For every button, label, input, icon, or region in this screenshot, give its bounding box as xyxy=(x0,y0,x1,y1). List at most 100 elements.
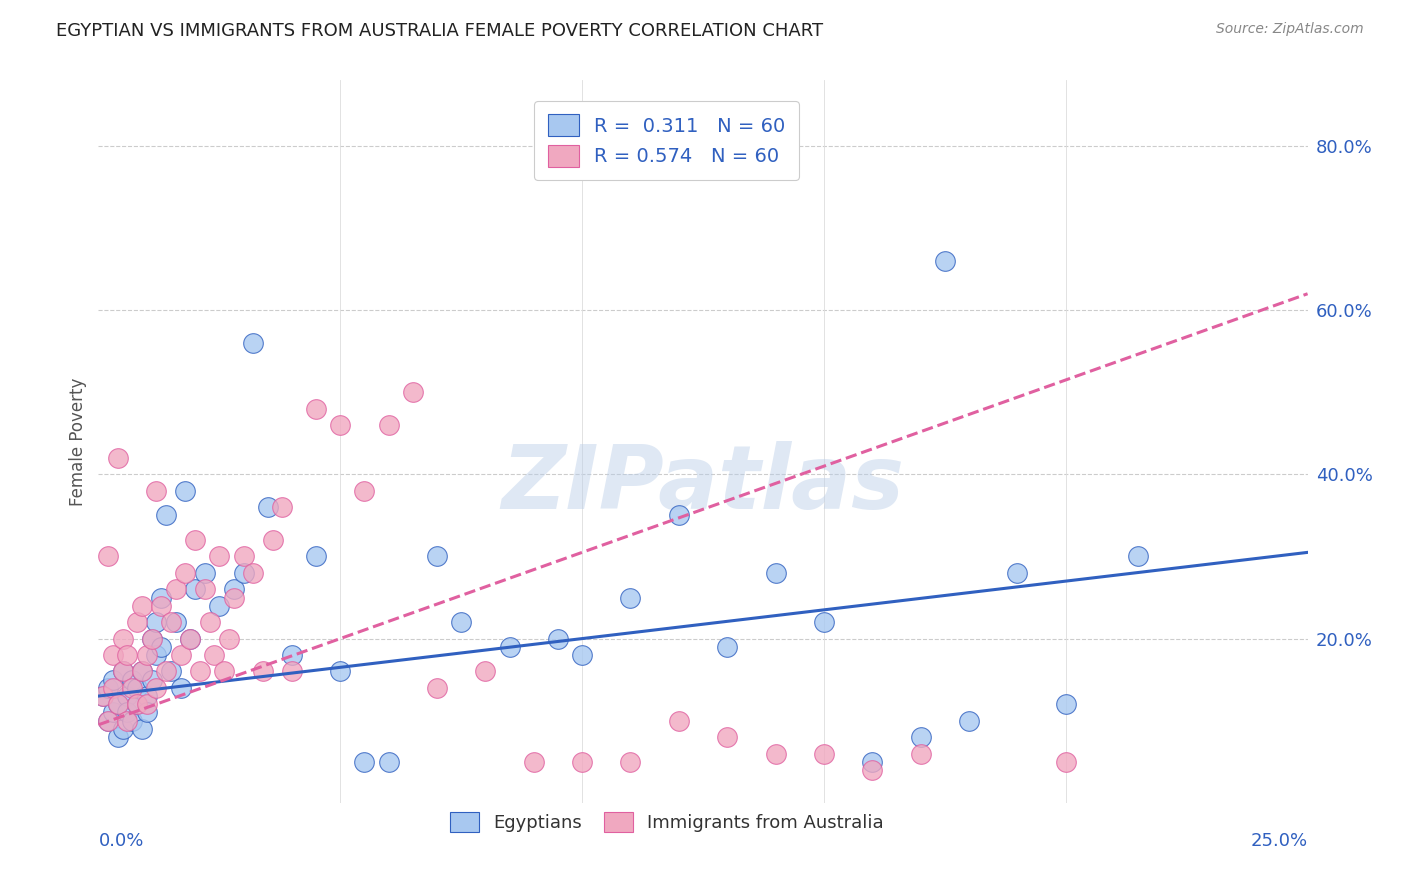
Point xyxy=(1007,566,1029,580)
Point xyxy=(377,755,399,769)
Point xyxy=(716,640,738,654)
Point xyxy=(127,615,149,630)
Point xyxy=(1054,755,1077,769)
Point xyxy=(765,747,787,761)
Point xyxy=(860,755,883,769)
Point xyxy=(329,418,352,433)
Point xyxy=(377,418,399,433)
Point xyxy=(547,632,569,646)
Point xyxy=(145,681,167,695)
Point xyxy=(1128,549,1150,564)
Point xyxy=(107,730,129,744)
Text: 0.0%: 0.0% xyxy=(98,831,143,850)
Point xyxy=(135,689,157,703)
Point xyxy=(174,483,197,498)
Point xyxy=(498,640,520,654)
Point xyxy=(813,615,835,630)
Point xyxy=(107,450,129,465)
Point xyxy=(145,615,167,630)
Point xyxy=(127,698,149,712)
Point xyxy=(107,698,129,712)
Point xyxy=(121,681,143,695)
Point xyxy=(141,673,163,687)
Point xyxy=(934,253,956,268)
Point xyxy=(111,632,134,646)
Point xyxy=(402,385,425,400)
Point xyxy=(184,533,207,547)
Point xyxy=(860,763,883,777)
Point xyxy=(716,730,738,744)
Point xyxy=(222,582,245,597)
Point xyxy=(426,681,449,695)
Point xyxy=(232,566,254,580)
Point xyxy=(232,549,254,564)
Point xyxy=(208,599,231,613)
Point xyxy=(141,632,163,646)
Point xyxy=(242,336,264,351)
Point xyxy=(813,747,835,761)
Point xyxy=(127,698,149,712)
Point xyxy=(1054,698,1077,712)
Point xyxy=(184,582,207,597)
Text: ZIPatlas: ZIPatlas xyxy=(502,442,904,528)
Point xyxy=(208,549,231,564)
Text: 25.0%: 25.0% xyxy=(1250,831,1308,850)
Point xyxy=(957,714,980,728)
Point xyxy=(97,714,120,728)
Point xyxy=(169,648,191,662)
Point xyxy=(353,755,375,769)
Point xyxy=(305,401,328,416)
Point xyxy=(765,566,787,580)
Y-axis label: Female Poverty: Female Poverty xyxy=(69,377,87,506)
Point xyxy=(188,665,211,679)
Point xyxy=(91,689,114,703)
Point xyxy=(165,582,187,597)
Point xyxy=(198,615,221,630)
Point xyxy=(107,698,129,712)
Point xyxy=(174,566,197,580)
Point xyxy=(131,665,153,679)
Point xyxy=(117,714,139,728)
Point xyxy=(111,665,134,679)
Point xyxy=(256,500,278,515)
Point xyxy=(145,483,167,498)
Point xyxy=(329,665,352,679)
Point xyxy=(281,648,304,662)
Point xyxy=(271,500,294,515)
Point xyxy=(97,549,120,564)
Point xyxy=(101,673,124,687)
Point xyxy=(204,648,226,662)
Point xyxy=(305,549,328,564)
Point xyxy=(910,747,932,761)
Point xyxy=(910,730,932,744)
Legend: Egyptians, Immigrants from Australia: Egyptians, Immigrants from Australia xyxy=(437,799,896,845)
Point xyxy=(252,665,274,679)
Point xyxy=(169,681,191,695)
Point xyxy=(150,599,173,613)
Point xyxy=(222,591,245,605)
Point xyxy=(150,640,173,654)
Point xyxy=(179,632,201,646)
Point xyxy=(141,632,163,646)
Point xyxy=(121,714,143,728)
Text: Source: ZipAtlas.com: Source: ZipAtlas.com xyxy=(1216,22,1364,37)
Point xyxy=(155,665,177,679)
Point xyxy=(121,673,143,687)
Point xyxy=(117,689,139,703)
Point xyxy=(135,698,157,712)
Point xyxy=(135,648,157,662)
Point xyxy=(160,615,183,630)
Point xyxy=(111,722,134,736)
Point xyxy=(194,582,217,597)
Point xyxy=(131,722,153,736)
Point xyxy=(426,549,449,564)
Point xyxy=(160,665,183,679)
Point xyxy=(619,591,641,605)
Point xyxy=(353,483,375,498)
Point xyxy=(101,706,124,720)
Point xyxy=(474,665,496,679)
Point xyxy=(117,706,139,720)
Point xyxy=(97,681,120,695)
Point xyxy=(111,665,134,679)
Point xyxy=(523,755,546,769)
